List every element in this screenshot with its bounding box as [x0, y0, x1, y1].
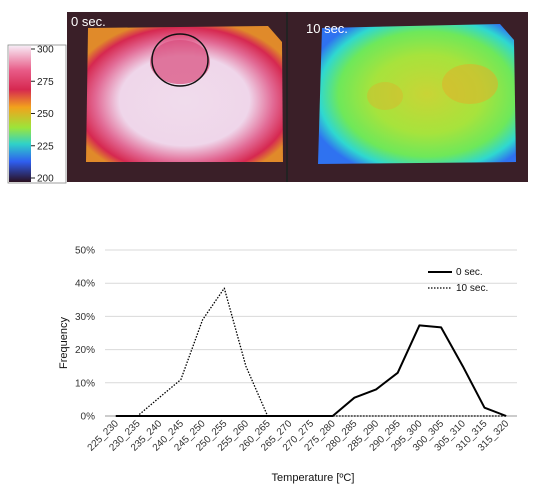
- y-tick-label: 10%: [75, 378, 95, 389]
- colorbar-tick-label: 300: [37, 45, 54, 56]
- colorbar-tick-label: 250: [37, 109, 54, 120]
- heated-sample-0sec: [86, 26, 283, 162]
- colorbar-tick-label: 275: [37, 77, 54, 88]
- series-line-0sec: [115, 324, 507, 417]
- y-tick-label: 40%: [75, 279, 95, 290]
- y-tick-label: 50%: [75, 246, 95, 257]
- y-axis-label: Frequency: [58, 317, 70, 369]
- warm-region-2: [367, 82, 403, 110]
- colorbar-tick-label: 225: [37, 141, 54, 152]
- thermal-panel-10sec: 10 sec.: [306, 21, 516, 164]
- y-tick-label: 0%: [81, 412, 96, 423]
- frequency-chart: 0% 10% 20% 30% 40% 50% 225_230230_235235_2402…: [58, 246, 517, 484]
- grid-lines: [105, 249, 517, 384]
- series-line-10sec: [115, 287, 507, 417]
- y-tick-label: 30%: [75, 312, 95, 323]
- colorbar-tick-label: 200: [37, 174, 54, 185]
- panel-label-0sec: 0 sec.: [71, 14, 106, 29]
- hotspot: [150, 40, 210, 84]
- warm-region: [442, 64, 498, 104]
- legend: 0 sec. 10 sec.: [428, 267, 488, 294]
- thermal-panel-0sec: 0 sec.: [71, 14, 283, 162]
- hotspot-circle: [151, 33, 209, 87]
- colorbar-gradient: [9, 46, 31, 182]
- heated-sample-10sec: [318, 24, 516, 164]
- y-tick-labels: 0% 10% 20% 30% 40% 50%: [75, 246, 95, 423]
- x-axis-label: Temperature [ºC]: [272, 472, 355, 484]
- legend-label-0sec: 0 sec.: [456, 267, 483, 278]
- panel-label-10sec: 10 sec.: [306, 21, 348, 36]
- thermal-images: 0 sec. 10 sec. 300 275 250 225 200: [7, 12, 528, 185]
- x-tick-labels: 225_230230_235235_240240_245245_250250_2…: [86, 418, 512, 454]
- colorbar-ticks: 300 275 250 225 200: [31, 45, 54, 185]
- y-tick-label: 20%: [75, 345, 95, 356]
- colorbar: 300 275 250 225 200: [7, 45, 67, 185]
- legend-label-10sec: 10 sec.: [456, 283, 488, 294]
- series-lines: [115, 287, 507, 417]
